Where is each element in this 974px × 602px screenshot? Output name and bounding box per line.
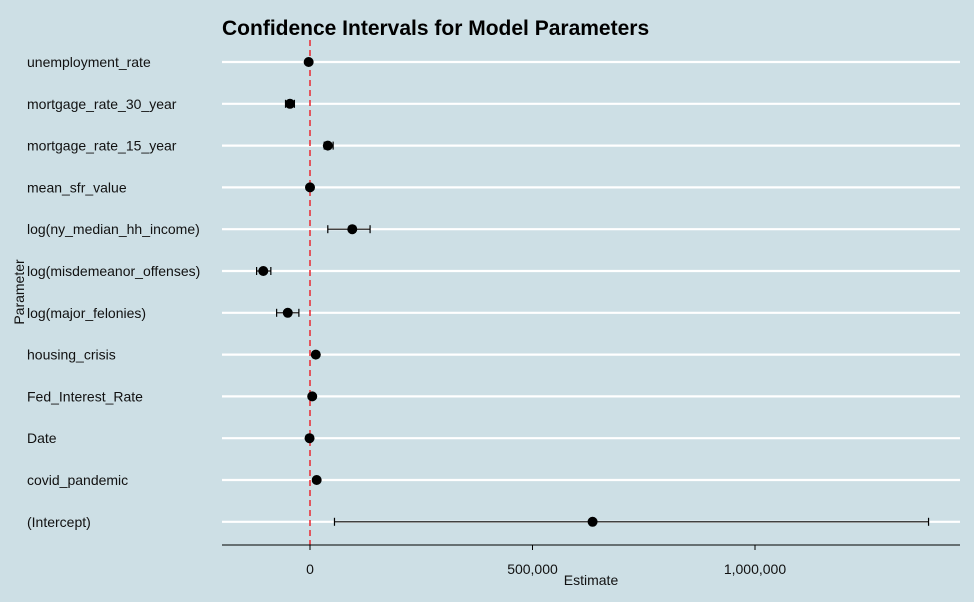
estimate-point [258,266,269,276]
x-axis-title: Estimate [564,572,619,588]
estimate-point [322,140,333,151]
y-tick-label: mortgage_rate_15_year [27,138,177,154]
estimate-point [347,224,358,235]
y-tick-label: Fed_Interest_Rate [27,388,143,404]
estimate-point [307,391,318,402]
error-bars [256,58,930,526]
x-tick-label: 0 [306,561,314,577]
estimate-point [284,98,295,109]
y-tick-label: (Intercept) [27,514,91,530]
estimate-point [282,307,293,318]
y-tick-label: mean_sfr_value [27,179,127,195]
y-tick-label: housing_crisis [27,347,116,363]
grid-lines [222,60,960,523]
y-tick-label: covid_pandemic [27,472,128,488]
y-tick-label: log(ny_median_hh_income) [27,221,200,237]
estimate-point [311,475,322,485]
x-axis-ticks: 0 500,000 1,000,000 [306,545,786,577]
estimate-points [258,57,598,527]
estimate-point [587,516,598,527]
y-tick-labels: unemployment_rate mortgage_rate_30_yearmo… [27,54,200,530]
estimate-point [310,349,321,360]
y-tick-label: log(misdemeanor_offenses) [27,263,200,279]
y-tick-label: Date [27,430,57,446]
error-bar [333,517,930,526]
x-tick-label: 1,000,000 [724,561,786,577]
x-tick-label: 500,000 [507,561,558,577]
estimate-point [305,182,315,193]
y-axis-title: Parameter [11,259,27,325]
chart-title: Confidence Intervals for Model Parameter… [222,17,649,40]
y-tick-label: mortgage_rate_30_year [27,96,177,112]
y-tick-label: unemployment_rate [27,54,151,70]
estimate-point [303,57,314,67]
estimate-point [304,433,315,444]
y-tick-label: log(major_felonies) [27,305,146,321]
